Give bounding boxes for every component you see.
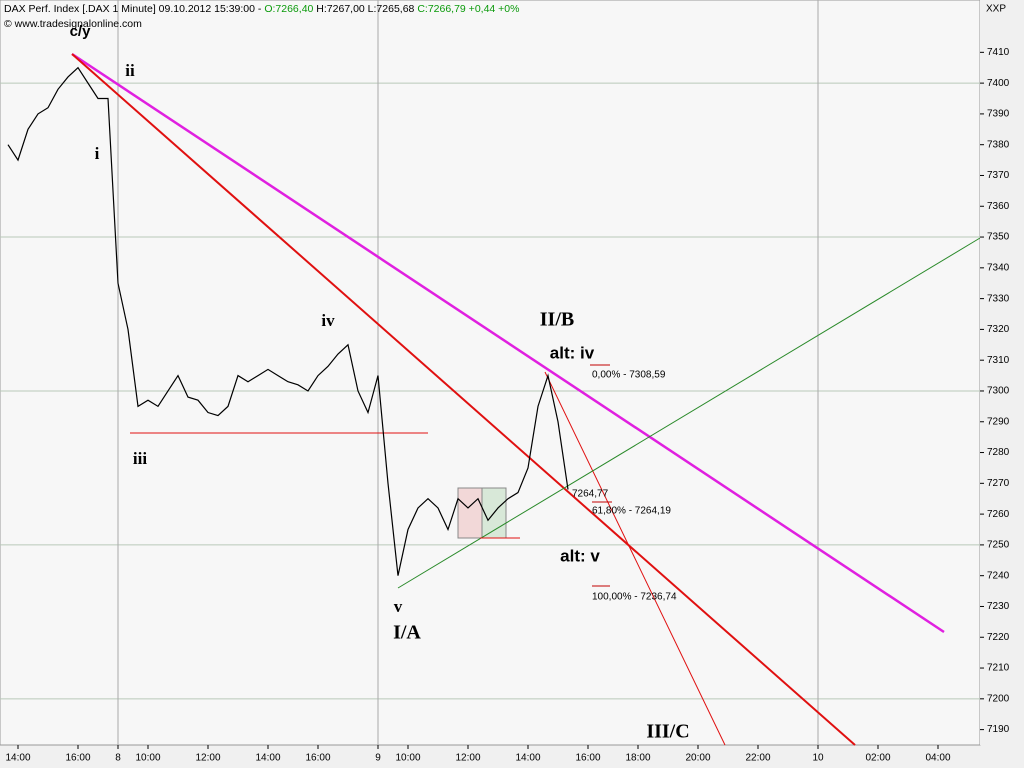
x-tick-label: 14:00 <box>5 753 30 764</box>
trendline <box>397 237 981 589</box>
wave-label: III/C <box>646 721 689 743</box>
grid <box>0 0 980 745</box>
header: DAX Perf. Index [.DAX 1 Minute] 09.10.20… <box>4 3 519 15</box>
y-tick-label: 7190 <box>987 724 1010 735</box>
wave-label: 61,80% - 7264,19 <box>592 506 671 517</box>
y-tick-label: 7340 <box>987 262 1010 273</box>
y-tick-label: 7290 <box>987 416 1010 427</box>
y-tick-label: 7280 <box>987 447 1010 458</box>
price-layer <box>7 66 569 576</box>
x-tick-label: 04:00 <box>925 753 950 764</box>
wave-label: I/A <box>393 622 421 644</box>
y-tick-label: 7300 <box>987 386 1010 397</box>
trendline <box>544 371 726 746</box>
y-tick-label: 7370 <box>987 170 1010 181</box>
wave-label: 0,00% - 7308,59 <box>592 370 666 381</box>
header-high-low: H:7267,00 L:7265,68 <box>316 3 414 15</box>
wave-label: 7264,77 <box>572 489 609 500</box>
y-tick-label: 7350 <box>987 232 1010 243</box>
copyright: © www.tradesignalonline.com <box>4 18 142 30</box>
y-tick-label: 7400 <box>987 78 1010 89</box>
y-tick-label: 7410 <box>987 47 1010 58</box>
y-tick-label: 7390 <box>987 109 1010 120</box>
x-tick-label: 14:00 <box>255 753 280 764</box>
trendline <box>71 52 945 634</box>
x-tick-label: 14:00 <box>515 753 540 764</box>
y-tick-label: 7200 <box>987 693 1010 704</box>
wave-label: alt: iv <box>550 343 595 362</box>
wave-label: alt: v <box>560 546 600 565</box>
x-tick-label: 20:00 <box>685 753 710 764</box>
y-tick-label: 7260 <box>987 509 1010 520</box>
y-tick-label: 7230 <box>987 601 1010 612</box>
wave-label: iv <box>321 311 335 330</box>
y-tick-label: 7330 <box>987 293 1010 304</box>
header-close: C:7266,79 +0,44 +0% <box>417 3 519 15</box>
range-box <box>457 487 483 539</box>
x-tick-label: 9 <box>375 753 381 764</box>
y-tick-label: 7270 <box>987 478 1010 489</box>
wave-label: c/y <box>70 23 92 40</box>
x-tick-label: 10:00 <box>395 753 420 764</box>
x-tick-label: 12:00 <box>195 753 220 764</box>
y-tick-label: 7380 <box>987 139 1010 150</box>
wave-label: iii <box>133 449 147 468</box>
x-tick-label: 02:00 <box>865 753 890 764</box>
y-axis-area <box>980 0 1024 745</box>
wave-label: i <box>95 144 100 163</box>
wave-label: v <box>394 597 403 616</box>
x-tick-label: 12:00 <box>455 753 480 764</box>
y-tick-label: 7320 <box>987 324 1010 335</box>
symbol: XXP <box>986 4 1006 15</box>
x-tick-label: 10 <box>812 753 824 764</box>
x-tick-label: 10:00 <box>135 753 160 764</box>
trendline <box>71 53 856 746</box>
y-tick-label: 7210 <box>987 663 1010 674</box>
header-title: DAX Perf. Index [.DAX 1 Minute] 09.10.20… <box>4 3 262 15</box>
x-tick-label: 18:00 <box>625 753 650 764</box>
wave-label: ii <box>125 61 135 80</box>
price-line <box>7 66 569 576</box>
x-tick-label: 22:00 <box>745 753 770 764</box>
wave-label: 100,00% - 7236,74 <box>592 592 677 603</box>
y-tick-label: 7310 <box>987 355 1010 366</box>
x-tick-label: 16:00 <box>575 753 600 764</box>
x-tick-label: 16:00 <box>65 753 90 764</box>
plot-area <box>0 0 981 746</box>
x-tick-label: 8 <box>115 753 121 764</box>
y-tick-label: 7250 <box>987 540 1010 551</box>
y-tick-label: 7360 <box>987 201 1010 212</box>
y-tick-label: 7220 <box>987 632 1010 643</box>
x-tick-label: 16:00 <box>305 753 330 764</box>
header-open: O:7266,40 <box>264 3 313 15</box>
y-tick-label: 7240 <box>987 570 1010 581</box>
wave-label: II/B <box>540 309 574 331</box>
